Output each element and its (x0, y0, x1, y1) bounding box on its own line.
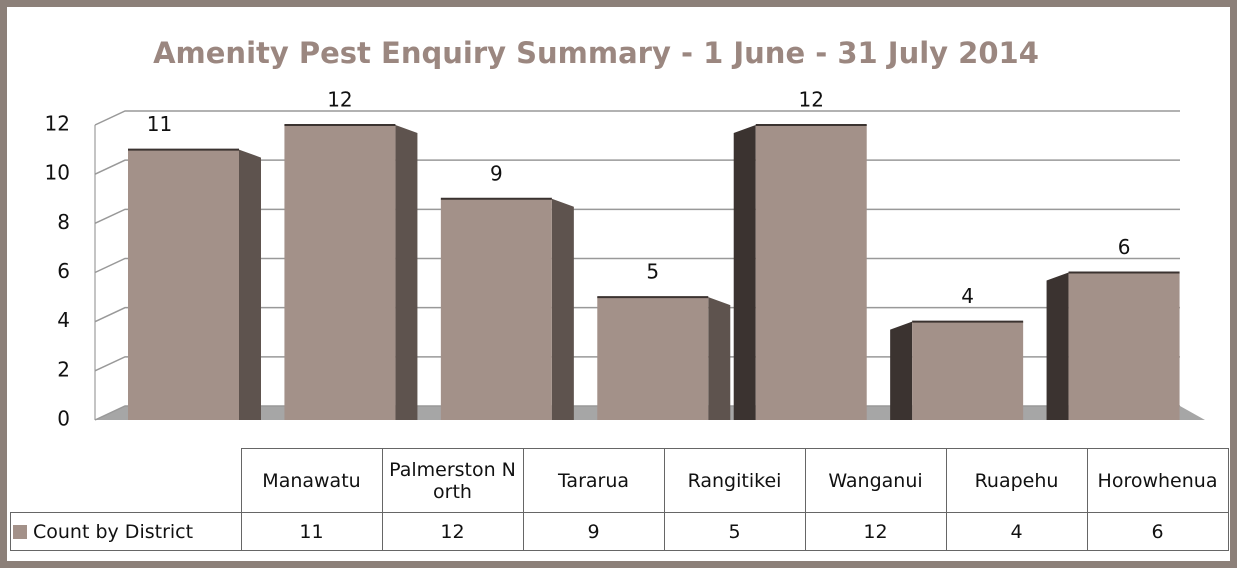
table-value: 12 (804, 512, 947, 551)
table-value: 12 (381, 512, 524, 551)
table-value: 6 (1086, 512, 1229, 551)
chart-title: Amenity Pest Enquiry Summary - 1 June - … (153, 36, 1039, 70)
data-label: 6 (1118, 235, 1131, 259)
bar (1068, 272, 1180, 420)
table-value: 5 (663, 512, 806, 551)
bar-side (708, 297, 731, 420)
y-tick-label: 12 (45, 112, 70, 136)
legend-swatch (13, 524, 27, 539)
x-tick-label: Wanganui (804, 448, 947, 513)
bar (755, 125, 867, 420)
bar (440, 198, 552, 420)
y-tick-label: 6 (57, 259, 70, 283)
table-value: 4 (945, 512, 1088, 551)
x-tick-label: Ruapehu (945, 448, 1088, 513)
bar (128, 149, 239, 421)
x-tick-label: Tararua (522, 448, 665, 513)
x-tick-label: Palmerston North (381, 448, 524, 513)
table-value: 11 (240, 512, 383, 551)
bar-side (733, 125, 756, 420)
y-tick-label: 0 (57, 407, 70, 431)
grid-line (94, 110, 1180, 126)
bar-side (890, 321, 913, 420)
y-tick-label: 2 (57, 357, 70, 381)
x-tick-label: Rangitikei (663, 448, 806, 513)
x-tick-label: Manawatu (240, 448, 383, 513)
empty-cell (10, 448, 242, 513)
bar-side (395, 125, 418, 420)
legend-cell: Count by District (10, 512, 242, 551)
legend-label: Count by District (33, 520, 194, 543)
data-label: 9 (490, 161, 503, 185)
x-tick-label: Horowhenua (1086, 448, 1229, 513)
data-label: 12 (798, 88, 823, 112)
y-tick-label: 4 (57, 308, 70, 332)
bar (912, 321, 1024, 420)
table-value: 9 (522, 512, 665, 551)
y-tick-label: 8 (57, 210, 70, 234)
data-label: 12 (327, 88, 352, 112)
bar-side (1046, 272, 1069, 420)
data-label: 4 (961, 284, 974, 308)
data-table: Manawatu Palmerston North Tararua Rangitike… (10, 448, 1229, 551)
bar (597, 297, 709, 420)
data-label: 5 (646, 260, 659, 284)
y-tick-label: 10 (45, 161, 70, 185)
bar-side (239, 149, 261, 421)
bar-side (551, 198, 574, 420)
bar (284, 125, 396, 420)
data-label: 11 (147, 112, 172, 136)
